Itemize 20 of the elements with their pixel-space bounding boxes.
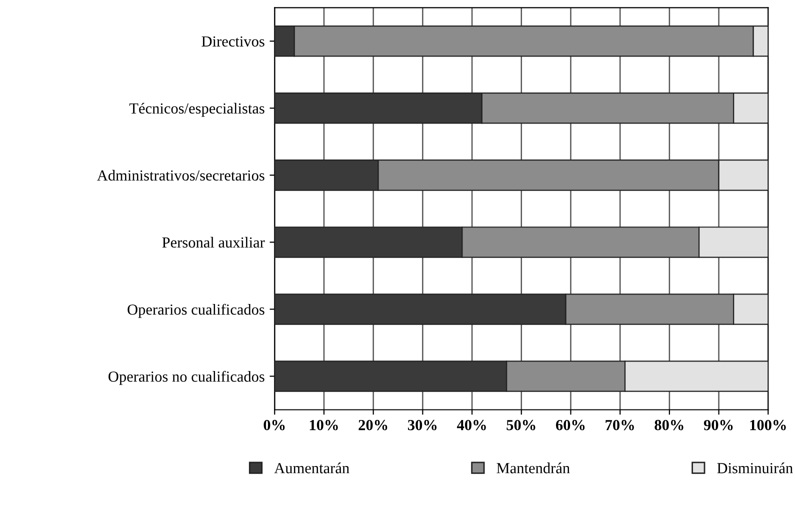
x-tick-label: 60% xyxy=(556,420,585,430)
x-tick-label: 50% xyxy=(506,420,536,430)
x-tick-label: 20% xyxy=(358,420,388,430)
y-tick-label: Administrativos/secretarios xyxy=(97,170,264,181)
y-tick-label: Personal auxiliar xyxy=(162,236,265,248)
x-tick-label: 70% xyxy=(606,420,634,430)
y-tick-label: Directivos xyxy=(202,36,264,47)
x-tick-label: 40% xyxy=(456,420,486,430)
x-tick-label: 30% xyxy=(408,420,437,430)
x-tick-label: 10% xyxy=(310,420,338,430)
x-tick-label: 80% xyxy=(654,420,684,430)
y-tick-label: Operarios cualificados xyxy=(128,304,264,318)
x-tick-label: 0% xyxy=(264,420,285,430)
legend-label: Disminuirán xyxy=(717,462,793,474)
legend-label: Aumentarán xyxy=(274,462,350,474)
x-tick-label: 90% xyxy=(704,420,733,430)
legend-label: Mantendrán xyxy=(496,462,570,474)
x-tick-label: 100% xyxy=(750,420,786,430)
y-tick-label: Técnicos/especialistas xyxy=(129,102,264,117)
y-tick-label: Operarios no cualificados xyxy=(108,370,264,385)
